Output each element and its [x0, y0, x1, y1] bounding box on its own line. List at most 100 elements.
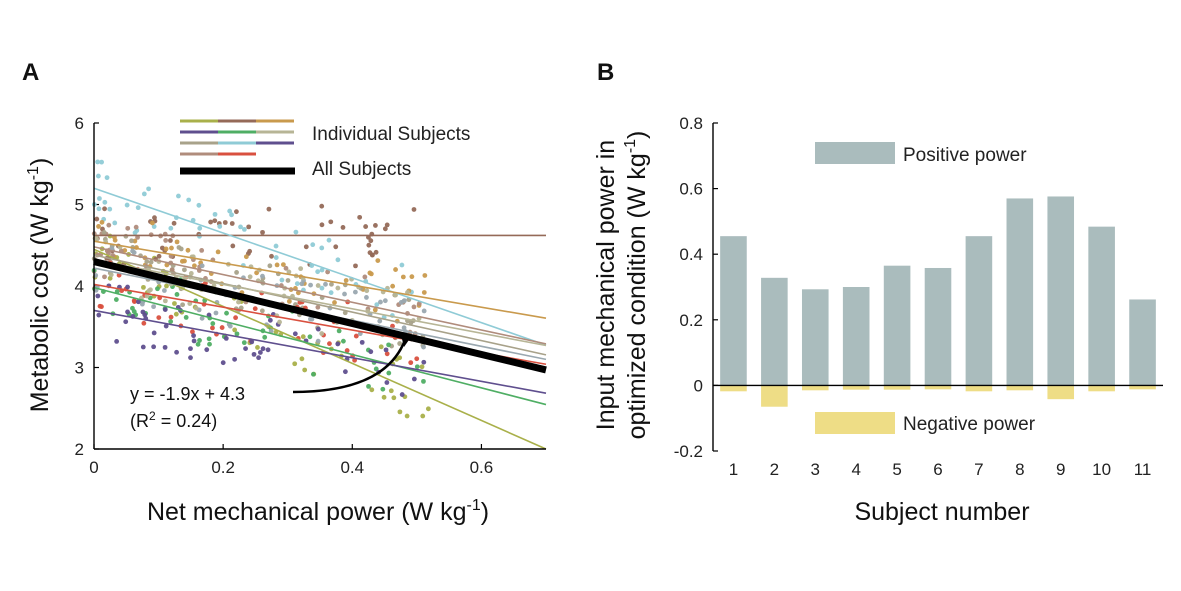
- scatter-point: [273, 255, 279, 260]
- scatter-point: [397, 409, 403, 415]
- panel-a-ytick-label: 2: [75, 440, 84, 459]
- scatter-point: [174, 239, 180, 245]
- scatter-point: [97, 196, 102, 201]
- scatter-point: [353, 263, 358, 269]
- legend-negative-label: Negative power: [903, 414, 1036, 435]
- scatter-point: [384, 380, 390, 385]
- scatter-point: [340, 225, 346, 230]
- scatter-point: [125, 225, 131, 231]
- panel-b-label: B: [597, 59, 614, 86]
- scatter-point: [112, 220, 118, 226]
- positive-power-bar: [1047, 196, 1075, 386]
- scatter-point: [260, 229, 265, 235]
- scatter-point: [207, 341, 212, 347]
- panel-b-legend: [815, 142, 895, 434]
- scatter-point: [286, 269, 292, 275]
- scatter-point: [411, 207, 417, 212]
- scatter-point: [333, 244, 339, 250]
- scatter-point: [420, 413, 426, 419]
- scatter-point: [393, 267, 398, 272]
- scatter-point: [300, 334, 306, 340]
- scatter-point: [329, 281, 334, 287]
- panel-a-ytick-label: 3: [75, 359, 84, 378]
- subject-fit-line: [93, 259, 547, 347]
- scatter-point: [136, 299, 141, 305]
- panel-a-axes: [93, 123, 546, 450]
- scatter-point: [411, 304, 417, 310]
- scatter-point: [319, 267, 325, 273]
- scatter-point: [197, 225, 203, 231]
- legend-positive-label: Positive power: [903, 145, 1027, 166]
- scatter-point: [267, 263, 273, 269]
- scatter-point: [140, 309, 146, 315]
- scatter-point: [421, 308, 427, 314]
- scatter-point: [307, 334, 313, 340]
- scatter-point: [397, 341, 403, 346]
- scatter-point: [173, 311, 179, 317]
- panel-b-ytick-label: 0.4: [679, 245, 703, 264]
- panel-a-label: A: [22, 59, 39, 86]
- panel-b-xtick-label: 3: [811, 460, 820, 479]
- scatter-point: [164, 262, 170, 268]
- scatter-point: [381, 394, 387, 400]
- scatter-point: [96, 312, 102, 318]
- scatter-point: [335, 257, 341, 263]
- scatter-point: [101, 229, 107, 235]
- scatter-point: [383, 347, 389, 353]
- scatter-point: [199, 263, 205, 269]
- scatter-point: [210, 325, 215, 331]
- scatter-point: [399, 262, 405, 268]
- scatter-point: [374, 302, 380, 307]
- scatter-point: [398, 300, 404, 305]
- scatter-point: [246, 224, 252, 230]
- panel-b-bars: [720, 196, 1156, 407]
- scatter-point: [199, 247, 205, 253]
- scatter-point: [114, 338, 120, 344]
- scatter-point: [260, 273, 265, 279]
- scatter-point: [95, 159, 101, 165]
- scatter-point: [156, 315, 162, 321]
- scatter-point: [168, 225, 174, 231]
- scatter-point: [344, 348, 350, 353]
- scatter-point: [197, 338, 202, 343]
- scatter-point: [131, 309, 137, 314]
- panel-a-ytick-label: 5: [75, 196, 84, 215]
- scatter-point: [95, 173, 101, 179]
- scatter-point: [212, 218, 218, 224]
- scatter-point: [251, 351, 257, 357]
- scatter-point: [213, 310, 219, 316]
- scatter-point: [107, 206, 113, 212]
- scatter-point: [342, 291, 347, 297]
- panel-a-xtick-label: 0.2: [211, 458, 235, 477]
- scatter-point: [141, 284, 146, 290]
- scatter-point: [422, 273, 428, 278]
- scatter-point: [268, 328, 274, 334]
- scatter-point: [279, 277, 285, 283]
- scatter-point: [368, 238, 374, 244]
- panel-a-legend: [180, 119, 295, 175]
- scatter-point: [332, 300, 337, 305]
- scatter-point: [151, 330, 157, 336]
- scatter-point: [421, 359, 427, 365]
- scatter-point: [129, 238, 134, 244]
- scatter-point: [168, 238, 173, 243]
- scatter-point: [162, 344, 168, 350]
- scatter-point: [161, 288, 167, 293]
- scatter-point: [204, 347, 210, 353]
- positive-power-bar: [1088, 226, 1115, 386]
- scatter-point: [133, 224, 139, 230]
- scatter-point: [302, 367, 308, 373]
- scatter-point: [384, 351, 390, 357]
- scatter-point: [362, 274, 368, 280]
- positive-power-bar: [1129, 299, 1156, 386]
- panel-b-xtick-label: 1: [729, 460, 738, 479]
- scatter-point: [315, 304, 321, 310]
- overall-fit-line: [93, 258, 547, 374]
- scatter-point: [255, 345, 260, 350]
- scatter-point: [298, 266, 304, 272]
- panel-b-ytick-label: 0.8: [679, 114, 703, 133]
- scatter-point: [421, 290, 427, 295]
- scatter-point: [125, 284, 130, 290]
- panel-b-xtick-label: 2: [770, 460, 779, 479]
